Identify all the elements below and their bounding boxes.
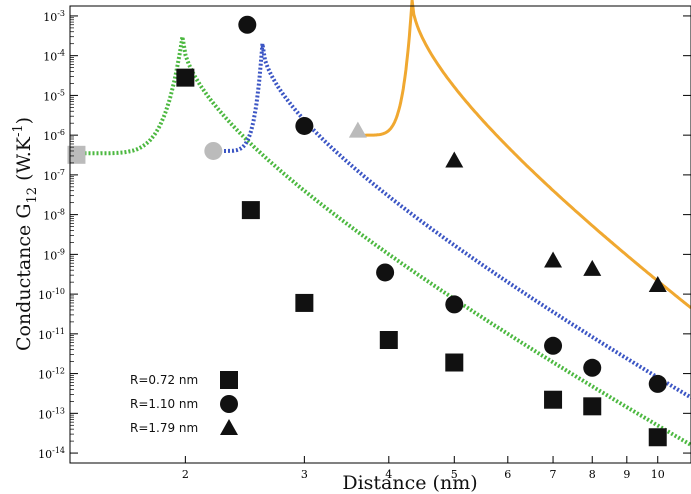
legend-marker-circle	[220, 395, 238, 413]
data-point-triangle	[648, 275, 667, 292]
y-axis-title-main: Conductance G	[13, 203, 35, 351]
data-point-circle	[445, 295, 464, 314]
legend-label: R=1.10 nm	[130, 397, 198, 411]
x-axis: 2 3 4 5 6 7 8 9 10	[182, 456, 665, 481]
legend-marker-square	[220, 371, 238, 389]
y-axis-title-close: )	[13, 117, 35, 124]
data-point-square	[241, 201, 260, 220]
data-point-circle	[204, 141, 223, 160]
series-curve-3	[357, 0, 691, 310]
points-layer	[67, 15, 667, 447]
y-tick-label: 10-6	[43, 128, 65, 143]
data-point-circle	[583, 358, 602, 377]
x-tick-label: 2	[182, 468, 189, 481]
y-tick-label: 10-7	[43, 168, 65, 183]
plot-frame	[69, 5, 691, 464]
data-point-circle	[238, 15, 257, 34]
x-tick-label: 5	[451, 468, 458, 481]
y-axis-title: Conductance G12 (W.K-1)	[11, 117, 40, 351]
y-tick-label: 10-5	[43, 88, 65, 103]
y-tick-label: 10-12	[38, 367, 65, 382]
y-tick-label: 10-10	[38, 287, 65, 302]
data-point-triangle	[348, 121, 367, 138]
y-tick-label: 10-3	[43, 9, 65, 24]
x-tick-label: 7	[550, 468, 557, 481]
y-axis-title-unit: (W.K	[13, 136, 35, 187]
data-point-square	[445, 353, 464, 372]
x-tick-label: 9	[623, 468, 630, 481]
data-point-square	[67, 145, 86, 164]
y-tick-label: 10-11	[38, 327, 65, 342]
y-axis-title-exp: -1	[11, 124, 26, 137]
x-tick-label: 4	[385, 468, 392, 481]
y-tick-label: 10-4	[43, 49, 65, 64]
data-point-circle	[376, 263, 395, 282]
x-tick-label: 6	[504, 468, 511, 481]
legend-label: R=0.72 nm	[130, 373, 198, 387]
y-tick-label: 10-9	[43, 247, 65, 262]
legend-marker-triangle	[220, 419, 238, 435]
data-point-square	[295, 293, 314, 312]
y-tick-label: 10-13	[38, 406, 65, 421]
data-point-square	[379, 331, 398, 350]
data-point-circle	[295, 116, 314, 135]
data-point-square	[583, 397, 602, 416]
series-curve-1	[76, 36, 691, 447]
x-tick-label: 3	[301, 468, 308, 481]
legend: R=0.72 nm R=1.10 nm R=1.79 nm	[130, 371, 238, 435]
data-point-triangle	[445, 151, 464, 168]
series-curve-2	[216, 43, 691, 400]
data-point-circle	[544, 336, 563, 355]
y-tick-label: 10-8	[43, 208, 65, 223]
x-axis-title: Distance (nm)	[342, 472, 477, 494]
y-axis: 10-3 10-4 10-5 10-6 10-7 10-8 10-9 10-10 10-11 10…	[38, 9, 691, 461]
data-point-triangle	[583, 259, 602, 276]
x-tick-label: 8	[589, 468, 596, 481]
legend-label: R=1.79 nm	[130, 421, 198, 435]
data-point-square	[176, 68, 195, 87]
data-point-square	[648, 428, 667, 447]
x-tick-label: 10	[651, 468, 665, 481]
data-point-triangle	[544, 251, 563, 268]
data-point-circle	[648, 374, 667, 393]
curves-layer	[76, 0, 691, 447]
y-axis-title-sub: 12	[25, 187, 40, 204]
y-tick-label: 10-14	[38, 446, 65, 461]
data-point-square	[544, 390, 563, 409]
